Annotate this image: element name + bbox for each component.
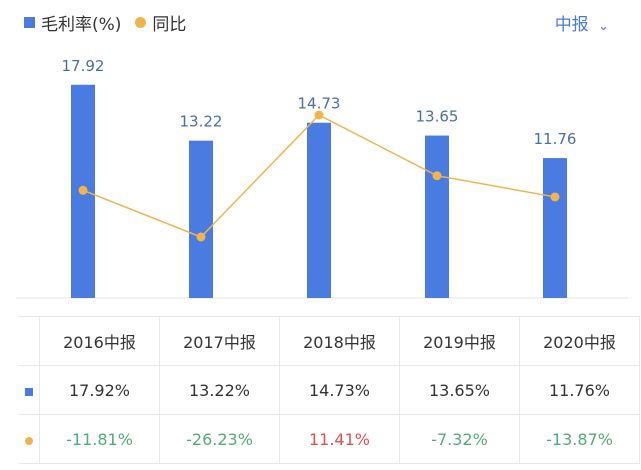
table-cell: -7.32% [399,414,520,464]
table-cell: 13.22% [159,365,280,415]
legend: 毛利率(%) 同比 [24,10,186,35]
yoy-point [196,232,206,242]
table-cell: 2017中报 [159,316,280,366]
bar-data-label: 13.65 [416,108,459,126]
bar [189,140,213,298]
table-cell: 2018中报 [279,316,400,366]
table-cell: 13.65% [399,365,520,415]
yoy-point [78,185,88,195]
table-cell: 11.41% [279,414,400,464]
table-cell: -13.87% [519,414,640,464]
bar-legend-label: 毛利率(%) [41,15,122,35]
bar [425,135,449,298]
yoy-point [314,110,324,120]
table-cell: 2016中报 [39,316,160,366]
period-selector-label: 中报 [554,15,589,35]
table-row-yoy: -11.81% -26.23% 11.41% -7.32% -13.87% [19,414,640,464]
chevron-down-icon: ⌄ [598,19,609,34]
chart: 17.92 13.22 14.73 13.65 11.76 [16,57,628,299]
bar-row-marker [19,365,40,415]
data-table: 2016中报 2017中报 2018中报 2019中报 2020中报 17.92% 13.… [19,316,640,464]
bar-data-label: 17.92 [62,57,105,75]
yoy-point [550,192,560,202]
yoy-point [432,171,442,181]
table-cell: 2019中报 [399,316,520,366]
table-cell: 14.73% [279,365,400,415]
table-row-margin: 17.92% 13.22% 14.73% 13.65% 11.76% [19,365,640,415]
bar-data-label: 11.76 [534,130,577,148]
table-cell: 11.76% [519,365,640,415]
period-selector[interactable]: 中报 ⌄ [555,10,609,35]
bar [307,122,331,298]
table-cell: 17.92% [39,365,160,415]
table-cell: -11.81% [39,414,160,464]
table-header-row: 2016中报 2017中报 2018中报 2019中报 2020中报 [19,316,640,366]
table-corner [19,316,40,366]
table-cell: 2020中报 [519,316,640,366]
line-row-marker [19,414,40,464]
bar-data-label: 14.73 [298,95,341,113]
bar-legend-swatch [24,17,35,28]
line-legend-label: 同比 [152,15,187,35]
bar [543,158,567,298]
line-legend-swatch [135,17,147,28]
table-cell: -26.23% [159,414,280,464]
bar-data-label: 13.22 [180,113,223,131]
